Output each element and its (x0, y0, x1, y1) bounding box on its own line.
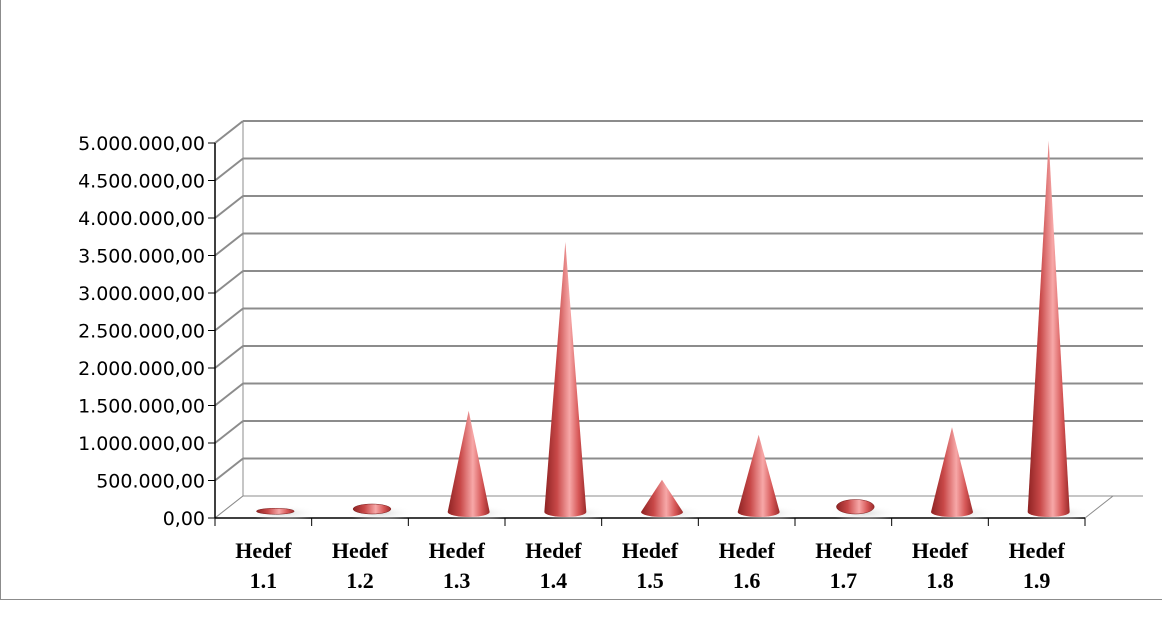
x-tick-label: 1.9 (1023, 568, 1051, 593)
gridline-diag (214, 457, 244, 482)
y-tick-label: 4.500.000,00 (78, 171, 205, 193)
x-tick-label: Hedef (815, 538, 872, 563)
chart-frame (0, 0, 1162, 600)
x-tick-label: 1.8 (926, 568, 954, 593)
gridline-diag (214, 232, 244, 257)
y-tick-label: 1.500.000,00 (78, 396, 205, 418)
x-tick-label: 1.6 (733, 568, 761, 593)
x-tick-label: 1.3 (443, 568, 471, 593)
gridline-diag (214, 307, 244, 332)
data-cone (1027, 140, 1070, 517)
data-cone (931, 427, 973, 517)
x-tick-label: Hedef (719, 538, 776, 563)
x-tick-label: 1.5 (636, 568, 664, 593)
y-axis-ticks: 0,00 500.000,00 1.000.000,00 1.500.000,00 2.… (78, 133, 205, 530)
data-cone (836, 499, 875, 515)
y-tick-label: 1.000.000,00 (78, 433, 205, 455)
x-axis-ticks: Hedef 1.1 Hedef 1.2 Hedef 1.3 Hedef 1.4 Hedef 1.5… (235, 538, 1065, 593)
cones (248, 140, 1092, 521)
gridline-diag (214, 382, 244, 407)
gridline-diag (214, 270, 244, 294)
gridline-diag (214, 120, 244, 144)
data-cone (737, 434, 780, 517)
x-tick-label: Hedef (235, 538, 292, 563)
gridline-diag (214, 345, 244, 369)
x-tick-label: Hedef (332, 538, 389, 563)
y-tick-label: 3.500.000,00 (78, 246, 205, 268)
x-tick-label: Hedef (1009, 538, 1066, 563)
x-tick-label: 1.1 (250, 568, 278, 593)
data-cone (352, 503, 392, 515)
axes (208, 121, 1115, 526)
y-tick-label: 0,00 (163, 508, 205, 530)
gridline-diag (214, 157, 244, 182)
y-tick-label: 2.000.000,00 (78, 358, 205, 380)
y-tick-label: 4.000.000,00 (78, 208, 205, 230)
x-tick-label: 1.2 (346, 568, 374, 593)
gridline-diag (214, 195, 244, 219)
data-cone (447, 410, 490, 517)
x-tick-label: 1.7 (830, 568, 858, 593)
y-tick-label: 500.000,00 (96, 471, 205, 493)
y-tick-label: 2.500.000,00 (78, 321, 205, 343)
data-cone (544, 242, 587, 517)
x-tick-label: Hedef (525, 538, 582, 563)
x-tick-label: Hedef (429, 538, 486, 563)
y-tick-label: 3.000.000,00 (78, 283, 205, 305)
data-cone (256, 508, 295, 515)
x-tick-label: Hedef (912, 538, 969, 563)
y-tick-label: 5.000.000,00 (78, 133, 205, 155)
grid (214, 120, 1143, 519)
gridline-diag (214, 420, 244, 444)
x-tick-label: 1.4 (540, 568, 568, 593)
data-cone (641, 479, 683, 517)
x-tick-label: Hedef (622, 538, 679, 563)
